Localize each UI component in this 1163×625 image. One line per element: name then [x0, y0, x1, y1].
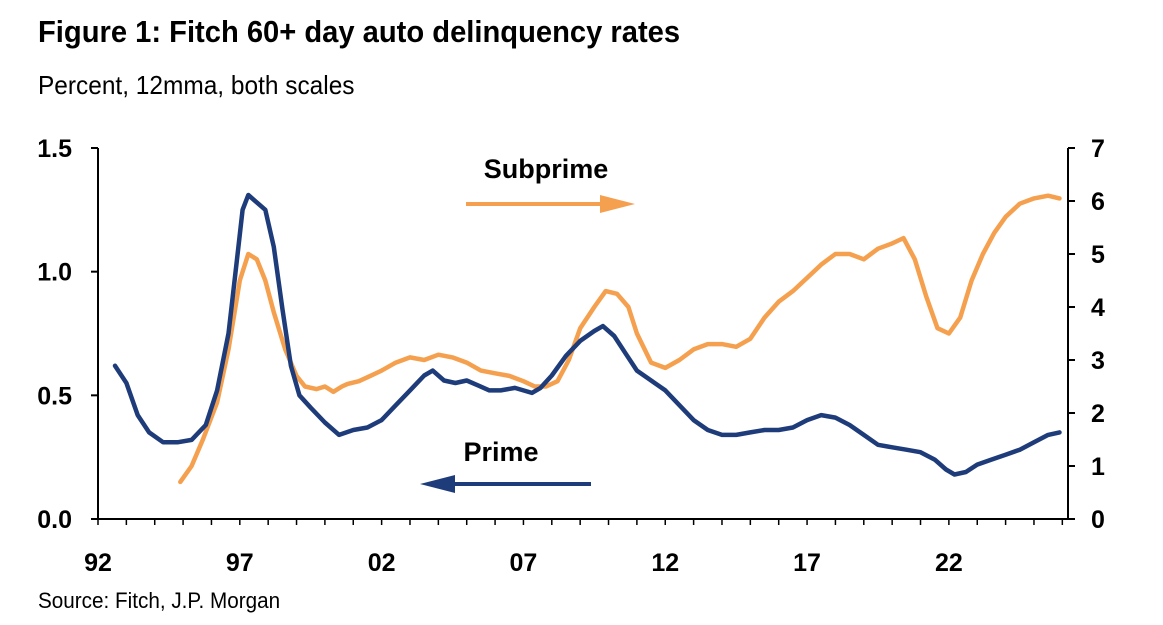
y-right-tick-label: 3: [1091, 347, 1105, 375]
prime-arrow-head: [420, 475, 455, 493]
prime-label: Prime: [463, 437, 538, 467]
y-left-tick-label: 1.0: [37, 259, 72, 287]
chart-title: Figure 1: Fitch 60+ day auto delinquency…: [38, 14, 681, 49]
y-right-tick-label: 7: [1091, 135, 1105, 163]
y-right-tick-label: 0: [1091, 506, 1105, 534]
y-left-tick-label: 1.5: [37, 135, 72, 163]
x-tick-label: 12: [651, 549, 679, 577]
y-right-tick-label: 4: [1091, 294, 1105, 322]
y-right-tick-label: 6: [1091, 188, 1105, 216]
subprime-label: Subprime: [484, 154, 609, 184]
chart-subtitle: Percent, 12mma, both scales: [38, 70, 355, 100]
x-tick-label: 17: [793, 549, 821, 577]
x-tick-label: 97: [226, 549, 254, 577]
series-layer: [112, 192, 1062, 485]
y-right-tick-label: 1: [1091, 453, 1105, 481]
x-tick-label: 02: [368, 549, 396, 577]
y-left-tick-label: 0.5: [37, 382, 72, 410]
prime-series-line: [112, 192, 1062, 477]
x-tick-label: 07: [510, 549, 538, 577]
y-left-tick-label: 0.0: [37, 506, 72, 534]
subprime-series-line: [178, 193, 1062, 485]
x-tick-label: 92: [84, 549, 112, 577]
y-right-tick-label: 2: [1091, 400, 1105, 428]
source-note: Source: Fitch, J.P. Morgan: [38, 588, 281, 613]
subprime-arrow-head: [600, 195, 635, 213]
x-tick-label: 22: [935, 549, 963, 577]
y-right-tick-label: 5: [1091, 241, 1105, 269]
annotations: Subprime Prime: [420, 154, 635, 493]
